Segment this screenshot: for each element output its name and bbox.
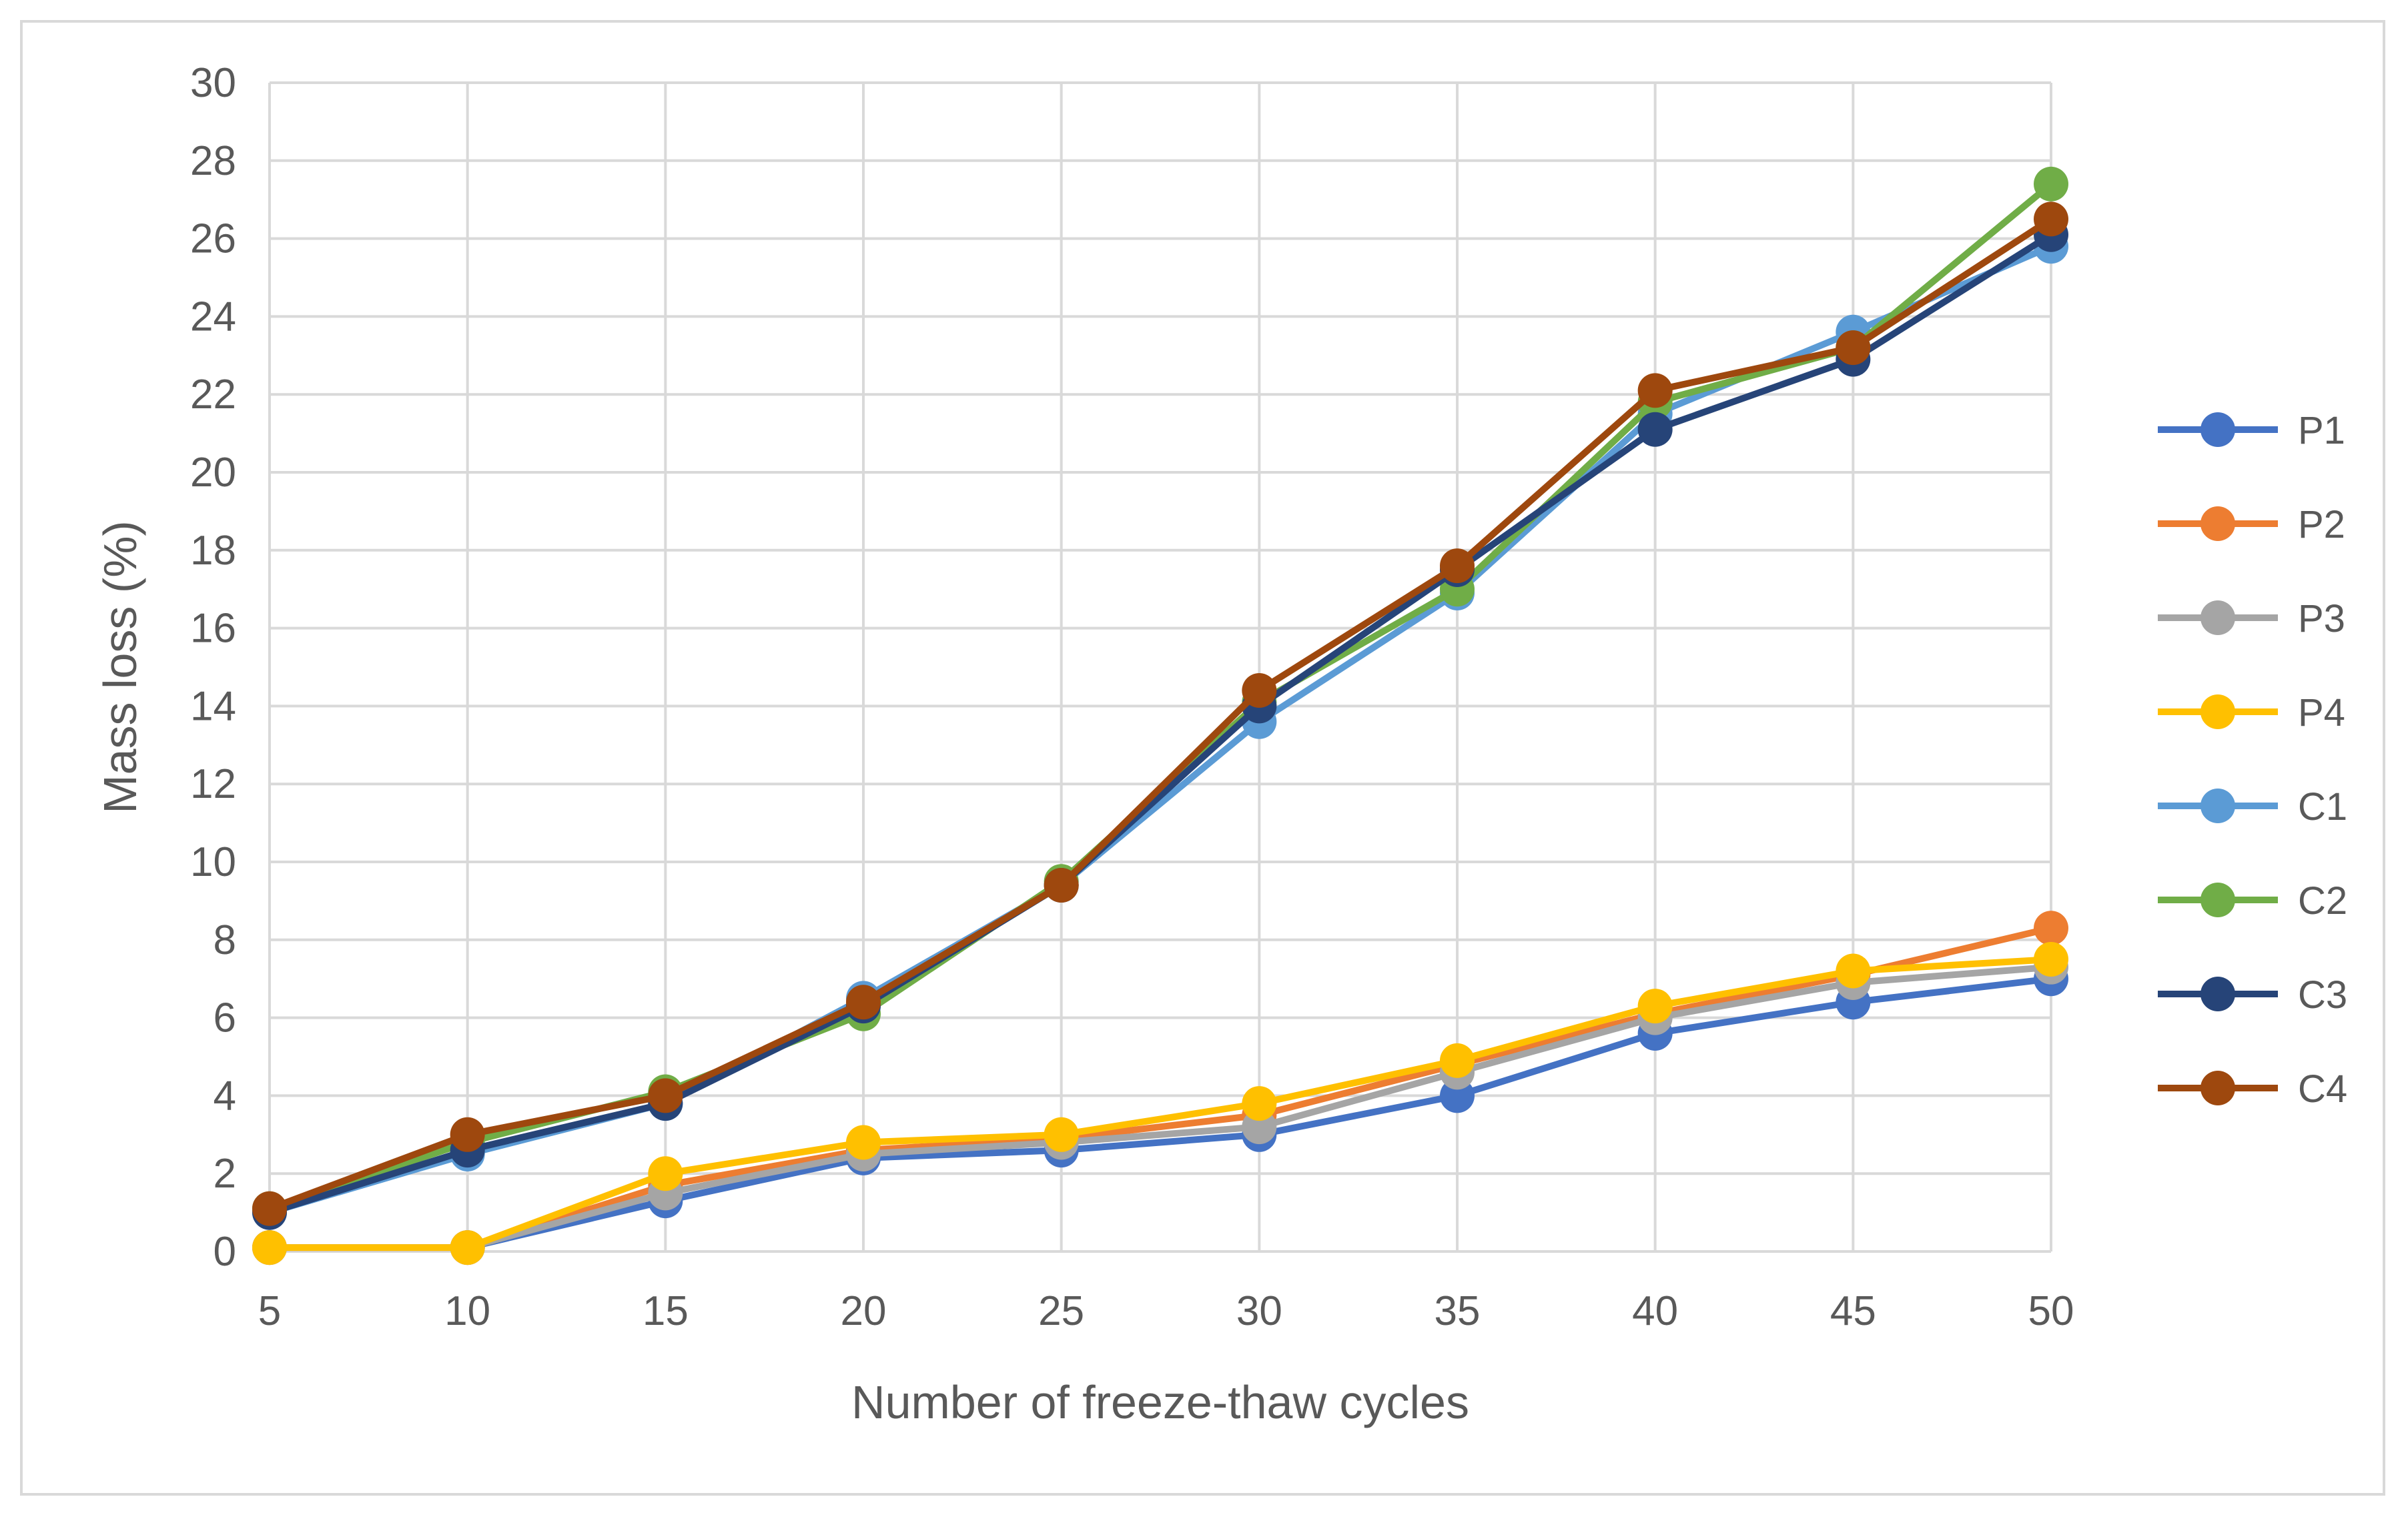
x-axis-title: Number of freeze-thaw cycles xyxy=(851,1376,1469,1428)
data-point-p4-5 xyxy=(252,1230,287,1266)
legend-marker-c4 xyxy=(2200,1071,2235,1105)
y-tick-label-22: 22 xyxy=(190,372,236,418)
y-tick-label-24: 24 xyxy=(190,294,236,340)
x-tick-label-45: 45 xyxy=(1830,1288,1876,1334)
y-tick-label-28: 28 xyxy=(190,138,236,184)
legend-label-c4: C4 xyxy=(2298,1067,2347,1111)
x-tick-label-30: 30 xyxy=(1236,1288,1282,1334)
legend-item-p1: P1 xyxy=(2158,409,2345,452)
data-point-p4-15 xyxy=(648,1156,683,1191)
data-point-p4-45 xyxy=(1836,953,1871,989)
series-line-c1 xyxy=(266,243,2054,1216)
data-point-c4-35 xyxy=(1440,548,1475,584)
x-tick-label-10: 10 xyxy=(444,1288,490,1334)
series-c2 xyxy=(252,166,2068,1226)
data-point-c4-10 xyxy=(450,1117,485,1152)
y-tick-label-6: 6 xyxy=(214,995,236,1041)
series-line-c2 xyxy=(266,180,2054,1212)
legend-item-c1: C1 xyxy=(2158,785,2347,829)
data-point-p4-50 xyxy=(2034,942,2068,977)
x-tick-label-40: 40 xyxy=(1632,1288,1678,1334)
series-p3 xyxy=(252,949,2068,1266)
y-tick-label-14: 14 xyxy=(190,683,236,729)
x-tick-label-15: 15 xyxy=(643,1288,689,1334)
legend-marker-p3 xyxy=(2200,600,2235,635)
y-tick-label-12: 12 xyxy=(190,761,236,807)
legend-label-p3: P3 xyxy=(2298,597,2345,640)
data-point-c4-45 xyxy=(1836,330,1871,366)
x-tick-label-35: 35 xyxy=(1435,1288,1481,1334)
data-point-p2-50 xyxy=(2034,911,2068,946)
y-tick-label-4: 4 xyxy=(214,1073,236,1119)
x-tick-label-25: 25 xyxy=(1038,1288,1084,1334)
chart-frame: 0 2 4 6 8 10 12 14 16 18 20 22 24 26 28 30 5 10 15 20 25 30 35… xyxy=(20,20,2385,1496)
data-point-p4-25 xyxy=(1044,1117,1079,1152)
legend: P1 P2 P3 P4 C1 C2 C3 C4 xyxy=(2158,409,2347,1111)
legend-marker-p1 xyxy=(2200,412,2235,447)
legend-item-p3: P3 xyxy=(2158,597,2345,640)
legend-item-p4: P4 xyxy=(2158,691,2345,734)
series-p4 xyxy=(252,942,2068,1266)
data-point-c4-40 xyxy=(1637,373,1673,408)
legend-item-p2: P2 xyxy=(2158,503,2345,546)
legend-marker-c2 xyxy=(2200,883,2235,917)
y-tick-label-0: 0 xyxy=(214,1229,236,1275)
series-line-p1 xyxy=(266,975,2054,1251)
data-point-c4-15 xyxy=(648,1078,683,1113)
data-point-c4-20 xyxy=(846,985,881,1020)
legend-label-p2: P2 xyxy=(2298,503,2345,546)
y-tick-label-30: 30 xyxy=(190,60,236,106)
data-point-c4-5 xyxy=(252,1191,287,1226)
legend-label-c3: C3 xyxy=(2298,973,2347,1017)
y-tick-label-18: 18 xyxy=(190,528,236,574)
data-point-p4-10 xyxy=(450,1230,485,1266)
legend-marker-c3 xyxy=(2200,977,2235,1011)
y-tick-label-10: 10 xyxy=(190,839,236,885)
series-layer xyxy=(252,166,2068,1266)
legend-item-c2: C2 xyxy=(2158,879,2347,923)
series-line-p3 xyxy=(266,963,2054,1251)
legend-marker-p2 xyxy=(2200,506,2235,541)
series-line-p2 xyxy=(266,925,2054,1251)
legend-label-p4: P4 xyxy=(2298,691,2345,734)
data-point-p4-20 xyxy=(846,1125,881,1160)
data-point-p4-35 xyxy=(1440,1043,1475,1078)
data-point-c2-50 xyxy=(2034,166,2068,201)
legend-item-c4: C4 xyxy=(2158,1067,2347,1111)
series-line-p4 xyxy=(266,956,2054,1251)
x-tick-label-20: 20 xyxy=(841,1288,887,1334)
series-c4 xyxy=(252,201,2068,1226)
series-line-c4 xyxy=(266,215,2054,1212)
data-point-c4-50 xyxy=(2034,201,2068,237)
grid-layer xyxy=(268,81,2052,1253)
legend-marker-p4 xyxy=(2200,694,2235,729)
x-tick-label-5: 5 xyxy=(258,1288,281,1334)
data-point-p4-40 xyxy=(1637,989,1673,1024)
legend-label-c2: C2 xyxy=(2298,879,2347,923)
y-tick-label-20: 20 xyxy=(190,450,236,496)
legend-item-c3: C3 xyxy=(2158,973,2347,1017)
data-point-c4-30 xyxy=(1242,673,1277,708)
y-tick-label-8: 8 xyxy=(214,917,236,963)
x-tick-label-50: 50 xyxy=(2028,1288,2074,1334)
y-tick-label-26: 26 xyxy=(190,216,236,262)
series-c3 xyxy=(252,217,2068,1230)
data-point-p4-30 xyxy=(1242,1086,1277,1121)
series-p2 xyxy=(252,911,2068,1266)
series-p1 xyxy=(252,961,2068,1266)
series-line-c3 xyxy=(266,231,2054,1216)
y-tick-label-16: 16 xyxy=(190,606,236,652)
legend-marker-c1 xyxy=(2200,789,2235,823)
data-point-c3-40 xyxy=(1637,412,1673,447)
legend-label-c1: C1 xyxy=(2298,785,2347,829)
y-axis-title: Mass loss (%) xyxy=(94,520,146,813)
y-tick-label-2: 2 xyxy=(214,1151,236,1197)
legend-label-p1: P1 xyxy=(2298,409,2345,452)
data-point-c4-25 xyxy=(1044,868,1079,903)
